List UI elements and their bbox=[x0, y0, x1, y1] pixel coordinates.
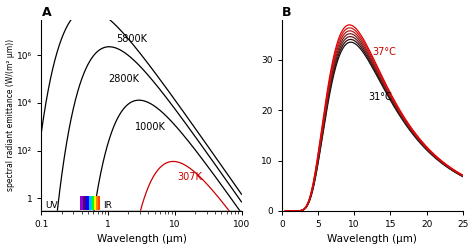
Text: 37°C: 37°C bbox=[372, 47, 396, 57]
Text: 1000K: 1000K bbox=[135, 122, 165, 132]
Y-axis label: spectral radiant emittance (W/(m² μm)): spectral radiant emittance (W/(m² μm)) bbox=[6, 39, 15, 191]
Text: B: B bbox=[282, 6, 292, 18]
Bar bbox=[83, 196, 86, 210]
Text: 5800K: 5800K bbox=[116, 34, 147, 43]
Text: A: A bbox=[42, 6, 51, 18]
X-axis label: Wavelength (μm): Wavelength (μm) bbox=[328, 234, 417, 244]
Text: 307K: 307K bbox=[178, 172, 202, 182]
Bar bbox=[96, 196, 98, 210]
Bar bbox=[80, 196, 83, 210]
Text: IR: IR bbox=[103, 201, 112, 210]
Bar bbox=[91, 196, 94, 210]
Text: 31°C: 31°C bbox=[369, 92, 392, 102]
Text: 2800K: 2800K bbox=[108, 74, 139, 84]
Bar bbox=[89, 196, 91, 210]
Bar bbox=[98, 196, 100, 210]
X-axis label: Wavelength (μm): Wavelength (μm) bbox=[97, 234, 186, 244]
Bar bbox=[86, 196, 89, 210]
Text: UV: UV bbox=[46, 201, 58, 210]
Bar bbox=[94, 196, 96, 210]
